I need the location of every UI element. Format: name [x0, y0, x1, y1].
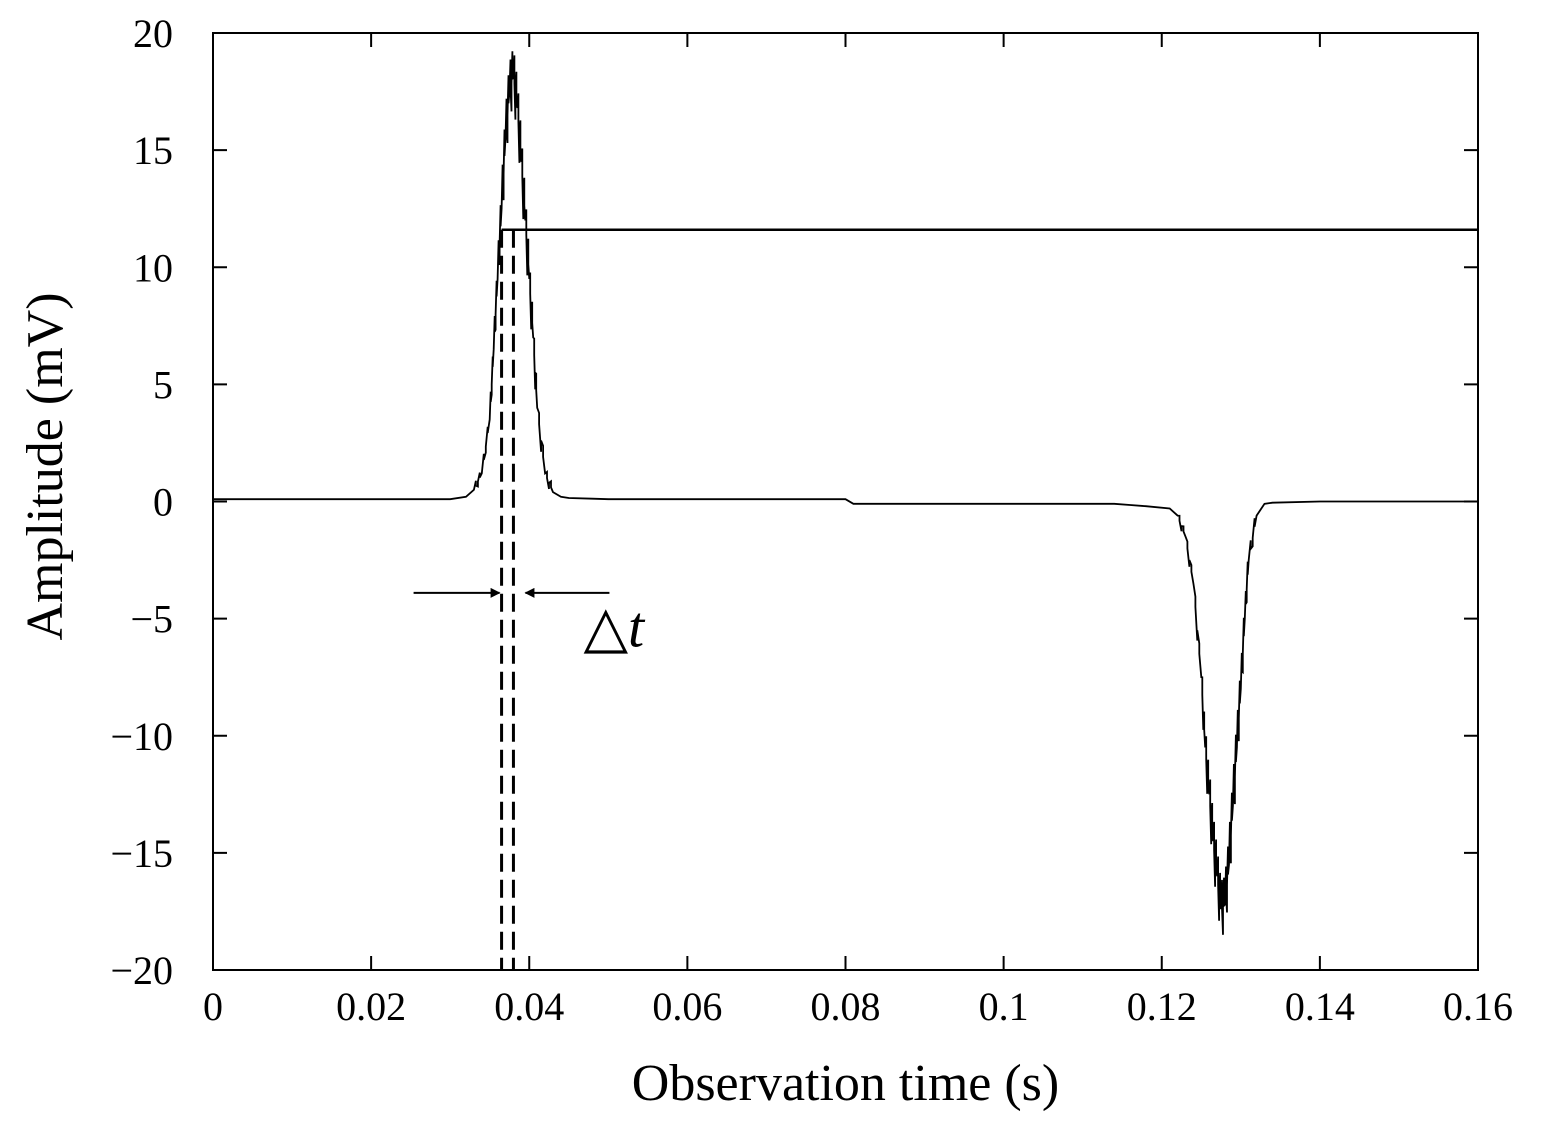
x-axis-title: Observation time (s): [632, 1055, 1059, 1112]
y-tick-label: −5: [130, 597, 173, 642]
y-tick-label: 20: [133, 11, 173, 56]
y-tick-label: −20: [110, 948, 173, 993]
x-tick-label: 0.04: [494, 984, 564, 1029]
plot-frame: [212, 32, 1479, 971]
y-tick-label: 15: [133, 128, 173, 173]
x-tick-label: 0.02: [336, 984, 406, 1029]
x-tick-label: 0: [203, 984, 223, 1029]
y-tick-label: 0: [153, 480, 173, 525]
y-axis-title: Amplitude (mV): [17, 292, 74, 640]
labels-layer: 0 0.02 0.04 0.06 0.08 0.1 0.12 0.14 0.16 20 15 10 5 0…: [110, 11, 1513, 1029]
y-tick-label: 10: [133, 245, 173, 290]
x-tick-label: 0.06: [652, 984, 722, 1029]
y-tick-label: −10: [110, 714, 173, 759]
y-tick-label: −15: [110, 831, 173, 876]
x-tick-label: 0.08: [811, 984, 881, 1029]
y-tick-label: 5: [153, 362, 173, 407]
x-tick-label: 0.14: [1285, 984, 1355, 1029]
marks-layer: [213, 51, 1478, 970]
signal-series-line: [213, 51, 1478, 935]
x-tick-label: 0.1: [979, 984, 1029, 1029]
x-tick-label: 0.12: [1127, 984, 1197, 1029]
delta-t-annotation: △t: [583, 595, 646, 660]
x-tick-label: 0.16: [1443, 984, 1513, 1029]
